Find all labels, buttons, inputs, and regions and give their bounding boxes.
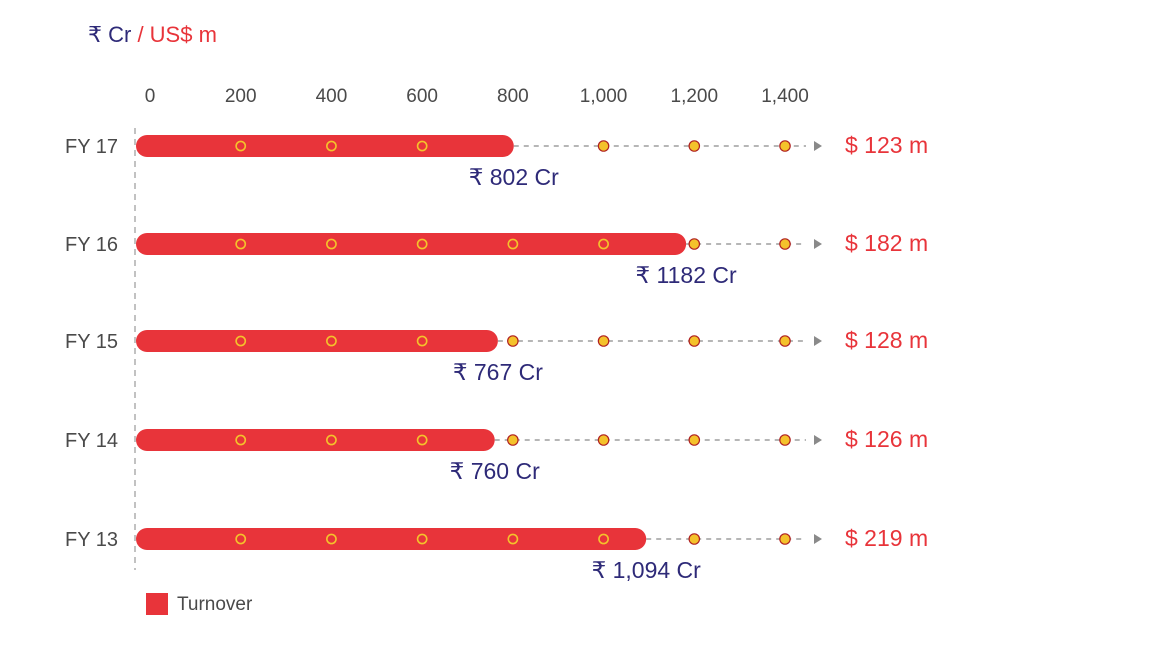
value-label: ₹ 767 Cr [453, 359, 543, 385]
x-tick-label: 800 [497, 86, 529, 107]
bar-marker [326, 140, 337, 152]
usd-label: $ 128 m [845, 327, 928, 353]
bar [136, 330, 498, 352]
bar-row: FY 17 ₹ 802 Cr $ 123 m [65, 132, 928, 190]
bar-row: FY 15 ₹ 767 Cr $ 128 m [65, 327, 928, 385]
unit-label: ₹ Cr / US$ m [88, 22, 217, 47]
x-tick-label: 0 [145, 86, 156, 107]
guide-marker [779, 434, 791, 446]
bar-marker [326, 238, 337, 250]
guide-marker [779, 238, 791, 250]
legend: Turnover [146, 593, 253, 615]
unit-separator: / [131, 22, 149, 47]
arrow-head [814, 141, 822, 151]
guide-marker [779, 335, 791, 347]
bar-marker [235, 533, 247, 545]
guide-marker [597, 335, 610, 347]
arrow-head [814, 435, 822, 445]
bar-marker [235, 140, 247, 152]
arrow-head [814, 336, 822, 346]
bar-marker [326, 533, 337, 545]
bar-marker [235, 434, 247, 446]
value-label: ₹ 802 Cr [469, 164, 559, 190]
bar-marker [416, 335, 428, 347]
bar-marker [416, 434, 428, 446]
guide-marker [688, 335, 701, 347]
bar-row: FY 13 ₹ 1,094 Cr $ 219 m [65, 525, 928, 583]
category-label: FY 16 [65, 234, 118, 256]
value-label: ₹ 1182 Cr [636, 262, 737, 288]
bar [136, 528, 647, 550]
bar-row: FY 16 ₹ 1182 Cr $ 182 m [65, 230, 928, 288]
bar [136, 135, 514, 157]
legend-swatch [146, 593, 168, 615]
value-label: ₹ 1,094 Cr [592, 557, 702, 583]
bar-marker [598, 533, 609, 545]
guide-marker [507, 434, 519, 446]
bar-marker [235, 238, 247, 250]
bar-rows: FY 17 ₹ 802 Cr $ 123 m FY 16 ₹ 1182 Cr $ 182 … [65, 132, 928, 583]
usd-label: $ 126 m [845, 426, 928, 452]
unit-usd: US$ m [150, 22, 217, 47]
guide-marker [597, 140, 610, 152]
bar [136, 429, 495, 451]
x-tick-label: 1,000 [580, 86, 628, 107]
bar-marker [416, 238, 428, 250]
guide-marker [507, 335, 519, 347]
guide-marker [779, 140, 791, 152]
usd-label: $ 219 m [845, 525, 928, 551]
bar-marker [416, 533, 428, 545]
bar-marker [326, 434, 337, 446]
bar-row: FY 14 ₹ 760 Cr $ 126 m [65, 426, 928, 484]
guide-marker [688, 434, 701, 446]
bar-marker [235, 335, 247, 347]
category-label: FY 14 [65, 430, 118, 452]
bar-marker [416, 140, 428, 152]
category-label: FY 13 [65, 529, 118, 551]
unit-inr: ₹ Cr [88, 22, 131, 47]
x-tick-label: 1,400 [761, 86, 809, 107]
bar [136, 233, 687, 255]
bar-marker [507, 533, 519, 545]
arrow-head [814, 534, 822, 544]
guide-marker [688, 140, 701, 152]
guide-marker [688, 533, 701, 545]
arrow-head [814, 239, 822, 249]
bar-marker [598, 238, 609, 250]
x-tick-label: 600 [406, 86, 438, 107]
category-label: FY 17 [65, 136, 118, 158]
x-tick-label: 200 [225, 86, 257, 107]
x-tick-label: 1,200 [671, 86, 719, 107]
usd-label: $ 182 m [845, 230, 928, 256]
guide-marker [597, 434, 610, 446]
guide-marker [779, 533, 791, 545]
bar-marker [507, 238, 519, 250]
x-tick-labels: 0 200 400 600 800 1,000 1,200 1,400 [145, 86, 809, 107]
value-label: ₹ 760 Cr [450, 458, 540, 484]
x-tick-label: 400 [316, 86, 348, 107]
category-label: FY 15 [65, 331, 118, 353]
guide-marker [688, 238, 701, 250]
usd-label: $ 123 m [845, 132, 928, 158]
legend-label: Turnover [177, 594, 253, 615]
bar-marker [326, 335, 337, 347]
